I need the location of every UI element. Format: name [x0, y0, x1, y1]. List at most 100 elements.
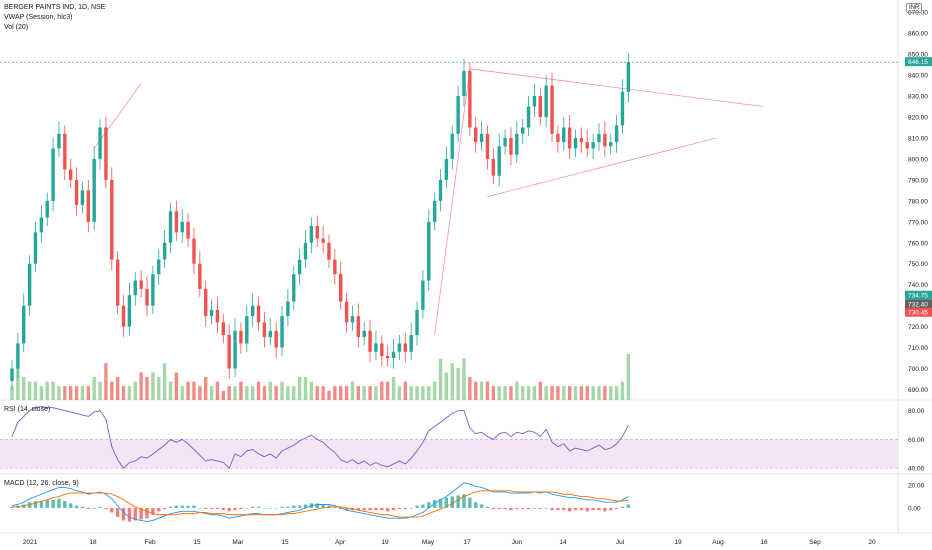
- candle-body: [538, 96, 542, 118]
- candle-body: [239, 330, 243, 344]
- volume-bar: [139, 372, 143, 400]
- volume-bar: [262, 386, 267, 400]
- volume-legend[interactable]: Vol (20): [4, 24, 29, 31]
- volume-bar: [479, 381, 484, 400]
- macd-histogram-bar: [10, 506, 14, 508]
- macd-histogram-bar: [579, 507, 584, 511]
- volume-bar: [538, 381, 542, 400]
- symbol-legend[interactable]: BERGER PAINTS IND, 1D, NSE: [4, 4, 106, 11]
- candle-body: [532, 96, 537, 107]
- time-tick-label: 16: [760, 539, 768, 546]
- candle-body: [274, 330, 278, 348]
- macd-histogram-bar: [39, 501, 44, 508]
- candle-body: [180, 221, 184, 233]
- macd-histogram-bar: [479, 504, 484, 508]
- candle-body: [626, 62, 631, 92]
- volume-bar: [227, 386, 231, 400]
- time-tick-label: 19: [381, 539, 389, 546]
- volume-bar: [609, 386, 613, 400]
- volume-bar: [209, 386, 214, 400]
- trend-line: [487, 137, 717, 198]
- volume-bar: [192, 381, 196, 400]
- volume-bar: [74, 386, 79, 400]
- time-axis[interactable]: 2021 18 Feb 15 Mar 15 Apr 19 May 17 Jun 14 Jul 19 Aug 1…: [23, 539, 876, 546]
- rsi-tick-label: 60.00: [908, 437, 925, 444]
- volume-bar: [63, 386, 67, 400]
- macd-histogram-bar: [374, 507, 378, 511]
- candle-body: [509, 137, 513, 155]
- macd-histogram-bar: [509, 507, 513, 511]
- macd-legend[interactable]: MACD (12, 26, close, 9): [4, 480, 79, 487]
- rsi-pane: [0, 405, 898, 470]
- candle-body: [515, 133, 519, 155]
- macd-histogram-bar: [186, 505, 190, 508]
- volume-bar: [145, 377, 149, 400]
- candle-body: [427, 221, 431, 281]
- candle-body: [74, 179, 79, 206]
- candle-body: [268, 330, 272, 338]
- candle-body: [456, 96, 460, 134]
- candle-body: [333, 259, 337, 275]
- time-tick-label: Mar: [232, 539, 244, 546]
- candle-body: [69, 169, 73, 180]
- volume-bar: [462, 358, 466, 400]
- trend-drawings: [0, 61, 898, 336]
- price-tick-label: 720.00: [908, 324, 928, 331]
- macd-histogram-bar: [180, 505, 184, 508]
- volume-bar: [397, 386, 402, 400]
- volume-bar: [503, 386, 507, 400]
- candle-body: [444, 158, 449, 180]
- macd-histogram-bar: [168, 506, 173, 508]
- candle-body: [256, 305, 261, 323]
- candle-body: [462, 70, 466, 97]
- macd-histogram-bar: [597, 507, 601, 511]
- macd-histogram-bar: [538, 507, 542, 510]
- volume-bar: [550, 386, 554, 400]
- volume-bar: [92, 377, 96, 400]
- candle-body: [491, 158, 496, 176]
- candle-body: [110, 179, 114, 260]
- volume-bar: [409, 386, 413, 400]
- time-tick-label: 14: [559, 539, 567, 546]
- macd-histogram-bar: [603, 507, 607, 512]
- candle-body: [432, 200, 437, 222]
- candle-body: [115, 259, 120, 306]
- macd-histogram-bar: [57, 498, 61, 508]
- time-tick-label: 15: [281, 539, 289, 546]
- vwap-legend[interactable]: VWAP (Session, hlc3): [4, 14, 73, 21]
- currency-badge[interactable]: INR: [906, 3, 923, 13]
- macd-tick-label: 0.00: [908, 505, 921, 512]
- candle-body: [245, 316, 249, 344]
- volume-bar: [174, 372, 179, 400]
- candle-body: [585, 142, 589, 149]
- macd-histogram-bar: [391, 507, 396, 511]
- rsi-legend[interactable]: RSI (14, close): [4, 406, 51, 413]
- price-tick-label: 850.00: [908, 52, 928, 59]
- volume-bar: [309, 381, 314, 400]
- macd-histogram-bar: [491, 507, 496, 510]
- volume-bar: [333, 386, 337, 400]
- price-axis[interactable]: 690.00700.00710.00720.00730.00740.00750.…: [905, 10, 932, 513]
- volume-bar: [597, 386, 601, 400]
- volume-bar: [509, 386, 513, 400]
- macd-histogram-bar: [321, 504, 325, 508]
- volume-bar: [585, 386, 589, 400]
- price-tick-label: 860.00: [908, 31, 928, 38]
- price-tick-label: 760.00: [908, 240, 928, 247]
- volume-bar: [286, 386, 290, 400]
- macd-histogram-bar: [526, 507, 531, 510]
- candle-body: [550, 85, 554, 134]
- macd-histogram-bar: [591, 507, 595, 511]
- volume-bar: [491, 386, 496, 400]
- volume-bar: [567, 386, 572, 400]
- macd-histogram-bar: [403, 507, 407, 510]
- candle-body: [27, 263, 32, 306]
- volume-bar: [274, 386, 278, 400]
- price-tick-label: 780.00: [908, 198, 928, 205]
- macd-histogram-bar: [151, 507, 155, 515]
- candle-body: [350, 316, 355, 323]
- candle-body: [250, 305, 255, 317]
- candle-body: [479, 133, 484, 143]
- price-tick-label: 800.00: [908, 156, 928, 163]
